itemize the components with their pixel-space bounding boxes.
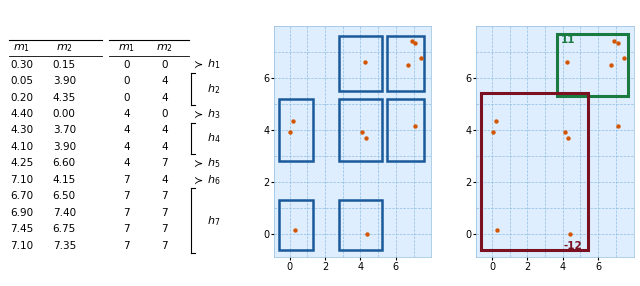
Text: $h_{6}$: $h_{6}$ xyxy=(207,173,220,186)
Text: 0.15: 0.15 xyxy=(52,60,76,69)
Point xyxy=(403,63,413,67)
Point xyxy=(362,232,372,236)
Text: 0: 0 xyxy=(124,76,130,86)
Point xyxy=(288,118,298,123)
Text: 6.60: 6.60 xyxy=(52,158,76,168)
Text: $h_{1}$: $h_{1}$ xyxy=(207,58,220,72)
Text: 4.25: 4.25 xyxy=(10,158,33,168)
Point xyxy=(492,228,502,232)
Text: $\succ$: $\succ$ xyxy=(191,174,204,186)
Point xyxy=(357,130,367,135)
Text: 3.90: 3.90 xyxy=(52,142,76,152)
Text: 7: 7 xyxy=(124,175,130,185)
Text: $h_{7}$: $h_{7}$ xyxy=(207,214,220,228)
Text: 4.35: 4.35 xyxy=(52,93,76,103)
Text: 7.10: 7.10 xyxy=(10,241,33,251)
Text: 6.75: 6.75 xyxy=(52,224,76,234)
Text: 4.15: 4.15 xyxy=(52,175,76,185)
Text: 4: 4 xyxy=(124,158,130,168)
Text: 7: 7 xyxy=(161,241,168,251)
Text: 7: 7 xyxy=(161,158,168,168)
Text: 0.30: 0.30 xyxy=(10,60,33,69)
Text: $h_{3}$: $h_{3}$ xyxy=(207,107,220,121)
Point xyxy=(290,228,300,232)
Point xyxy=(612,40,623,45)
Text: 4: 4 xyxy=(161,142,168,152)
Point xyxy=(563,135,573,140)
Text: $m_2$: $m_2$ xyxy=(156,42,173,54)
Point xyxy=(609,39,620,44)
Point xyxy=(417,56,427,61)
Text: 0: 0 xyxy=(161,60,168,69)
Text: 7.10: 7.10 xyxy=(10,175,33,185)
Text: $h_{5}$: $h_{5}$ xyxy=(207,156,220,170)
Point xyxy=(360,135,371,140)
Text: 4: 4 xyxy=(161,175,168,185)
Text: 4: 4 xyxy=(161,126,168,136)
Point xyxy=(490,118,500,123)
Bar xyxy=(387,99,424,161)
Text: $m_1$: $m_1$ xyxy=(13,42,31,54)
Point xyxy=(488,130,498,135)
Text: 6.50: 6.50 xyxy=(52,191,76,201)
Text: 4: 4 xyxy=(161,93,168,103)
Text: 0.20: 0.20 xyxy=(10,93,33,103)
Point xyxy=(562,60,572,64)
Text: 0.05: 0.05 xyxy=(10,76,33,86)
Bar xyxy=(279,99,312,161)
Bar xyxy=(339,99,381,161)
Text: 0: 0 xyxy=(124,60,130,69)
Text: $\succ$: $\succ$ xyxy=(191,108,204,120)
Text: 11: 11 xyxy=(561,35,575,45)
Bar xyxy=(481,94,588,250)
Bar xyxy=(387,36,424,91)
Text: 7: 7 xyxy=(124,191,130,201)
Text: 0: 0 xyxy=(161,109,168,119)
Text: 4.10: 4.10 xyxy=(10,142,33,152)
Bar xyxy=(339,200,381,250)
Text: -12: -12 xyxy=(564,241,582,251)
Text: 6.70: 6.70 xyxy=(10,191,33,201)
Text: 7.45: 7.45 xyxy=(10,224,33,234)
Text: 3.70: 3.70 xyxy=(52,126,76,136)
Bar xyxy=(339,36,381,91)
Point xyxy=(612,124,623,128)
Text: 4.40: 4.40 xyxy=(10,109,33,119)
Text: 4: 4 xyxy=(124,109,130,119)
Text: 6.90: 6.90 xyxy=(10,208,33,218)
Text: $m_1$: $m_1$ xyxy=(118,42,135,54)
Text: $h_{4}$: $h_{4}$ xyxy=(207,132,220,146)
Text: 7.40: 7.40 xyxy=(52,208,76,218)
Text: $m_2$: $m_2$ xyxy=(56,42,73,54)
Bar xyxy=(279,200,312,250)
Text: 7: 7 xyxy=(161,208,168,218)
Text: 0: 0 xyxy=(124,93,130,103)
Point xyxy=(619,56,629,61)
Text: 7.35: 7.35 xyxy=(52,241,76,251)
Point xyxy=(285,130,296,135)
Text: 4: 4 xyxy=(124,142,130,152)
Text: $\succ$: $\succ$ xyxy=(191,59,204,70)
Text: 3.90: 3.90 xyxy=(52,76,76,86)
Point xyxy=(410,40,420,45)
Text: 4: 4 xyxy=(161,76,168,86)
Text: 7: 7 xyxy=(124,208,130,218)
Point xyxy=(605,63,616,67)
Text: 7: 7 xyxy=(124,241,130,251)
Point xyxy=(559,130,570,135)
Text: $\succ$: $\succ$ xyxy=(191,157,204,169)
Point xyxy=(564,232,575,236)
Text: 7: 7 xyxy=(161,224,168,234)
Point xyxy=(406,39,417,44)
Text: $h_{2}$: $h_{2}$ xyxy=(207,82,220,96)
Text: 4: 4 xyxy=(124,126,130,136)
Point xyxy=(360,60,370,64)
Text: 0.00: 0.00 xyxy=(53,109,76,119)
Text: 7: 7 xyxy=(124,224,130,234)
Bar xyxy=(557,33,628,96)
Text: 7: 7 xyxy=(161,191,168,201)
Text: 4.30: 4.30 xyxy=(10,126,33,136)
Point xyxy=(410,124,420,128)
